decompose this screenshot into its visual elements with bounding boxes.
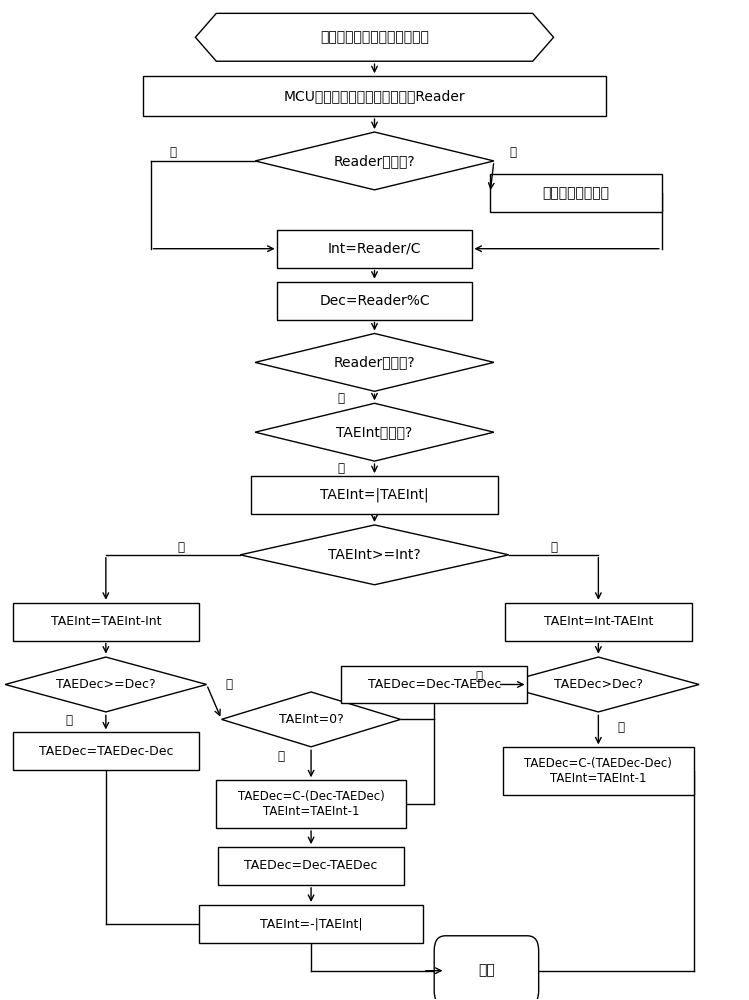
Polygon shape [255,132,494,190]
Text: 是: 是 [278,750,285,763]
FancyBboxPatch shape [199,905,423,943]
FancyBboxPatch shape [13,603,199,641]
Text: TAEDec=C-(TAEDec-Dec)
TAEInt=TAEInt-1: TAEDec=C-(TAEDec-Dec) TAEInt=TAEInt-1 [524,757,673,785]
Text: TAEDec=Dec-TAEDec: TAEDec=Dec-TAEDec [244,859,377,872]
FancyBboxPatch shape [216,780,406,828]
Text: TAEInt>=Int?: TAEInt>=Int? [328,548,421,562]
Text: 是: 是 [177,541,184,554]
FancyBboxPatch shape [277,230,472,268]
Text: 结束: 结束 [478,964,495,978]
Text: 是: 是 [169,146,177,159]
Text: 是: 是 [617,721,624,734]
Text: TAEDec=Dec-TAEDec: TAEDec=Dec-TAEDec [368,678,501,691]
FancyBboxPatch shape [143,76,606,116]
Polygon shape [255,403,494,461]
Text: TAEDec=C-(Dec-TAEDec)
TAEInt=TAEInt-1: TAEDec=C-(Dec-TAEDec) TAEInt=TAEInt-1 [237,790,384,818]
Text: TAEDec>Dec?: TAEDec>Dec? [554,678,643,691]
FancyBboxPatch shape [218,847,404,885]
Text: 定时时间到或者潮流方向变化: 定时时间到或者潮流方向变化 [320,30,429,44]
FancyBboxPatch shape [277,282,472,320]
Polygon shape [5,657,207,712]
Text: 是: 是 [65,714,72,727]
Text: TAEDec=TAEDec-Dec: TAEDec=TAEDec-Dec [39,745,173,758]
FancyBboxPatch shape [341,666,527,703]
FancyBboxPatch shape [503,747,694,795]
FancyBboxPatch shape [434,936,539,1000]
Text: MCU读能量寄存器获得新计数值Reader: MCU读能量寄存器获得新计数值Reader [284,89,465,103]
Text: 否: 否 [550,541,557,554]
FancyBboxPatch shape [13,732,199,770]
Text: TAEInt=0?: TAEInt=0? [279,713,344,726]
Polygon shape [222,692,401,747]
Text: TAEInt=TAEInt-Int: TAEInt=TAEInt-Int [51,615,161,628]
Polygon shape [255,333,494,391]
Text: TAEInt为正数?: TAEInt为正数? [336,425,413,439]
Polygon shape [240,525,509,585]
Text: 否: 否 [476,670,482,683]
FancyBboxPatch shape [505,603,691,641]
FancyBboxPatch shape [490,174,662,212]
Text: Int=Reader/C: Int=Reader/C [328,242,421,256]
Polygon shape [497,657,699,712]
Text: Reader为正数?: Reader为正数? [334,355,415,369]
Text: 否: 否 [337,462,345,475]
Text: TAEInt=Int-TAEInt: TAEInt=Int-TAEInt [544,615,653,628]
Text: 否: 否 [225,678,232,691]
Text: TAEDec>=Dec?: TAEDec>=Dec? [56,678,156,691]
Text: TAEInt=|TAEInt|: TAEInt=|TAEInt| [320,488,429,502]
FancyBboxPatch shape [252,476,497,514]
Text: 否: 否 [509,146,516,159]
Text: Dec=Reader%C: Dec=Reader%C [319,294,430,308]
Text: 求原码，取绝对值: 求原码，取绝对值 [542,186,610,200]
Text: Reader为正数?: Reader为正数? [334,154,415,168]
Text: 是: 是 [337,392,345,405]
Text: TAEInt=-|TAEInt|: TAEInt=-|TAEInt| [260,917,363,930]
Polygon shape [195,13,554,61]
